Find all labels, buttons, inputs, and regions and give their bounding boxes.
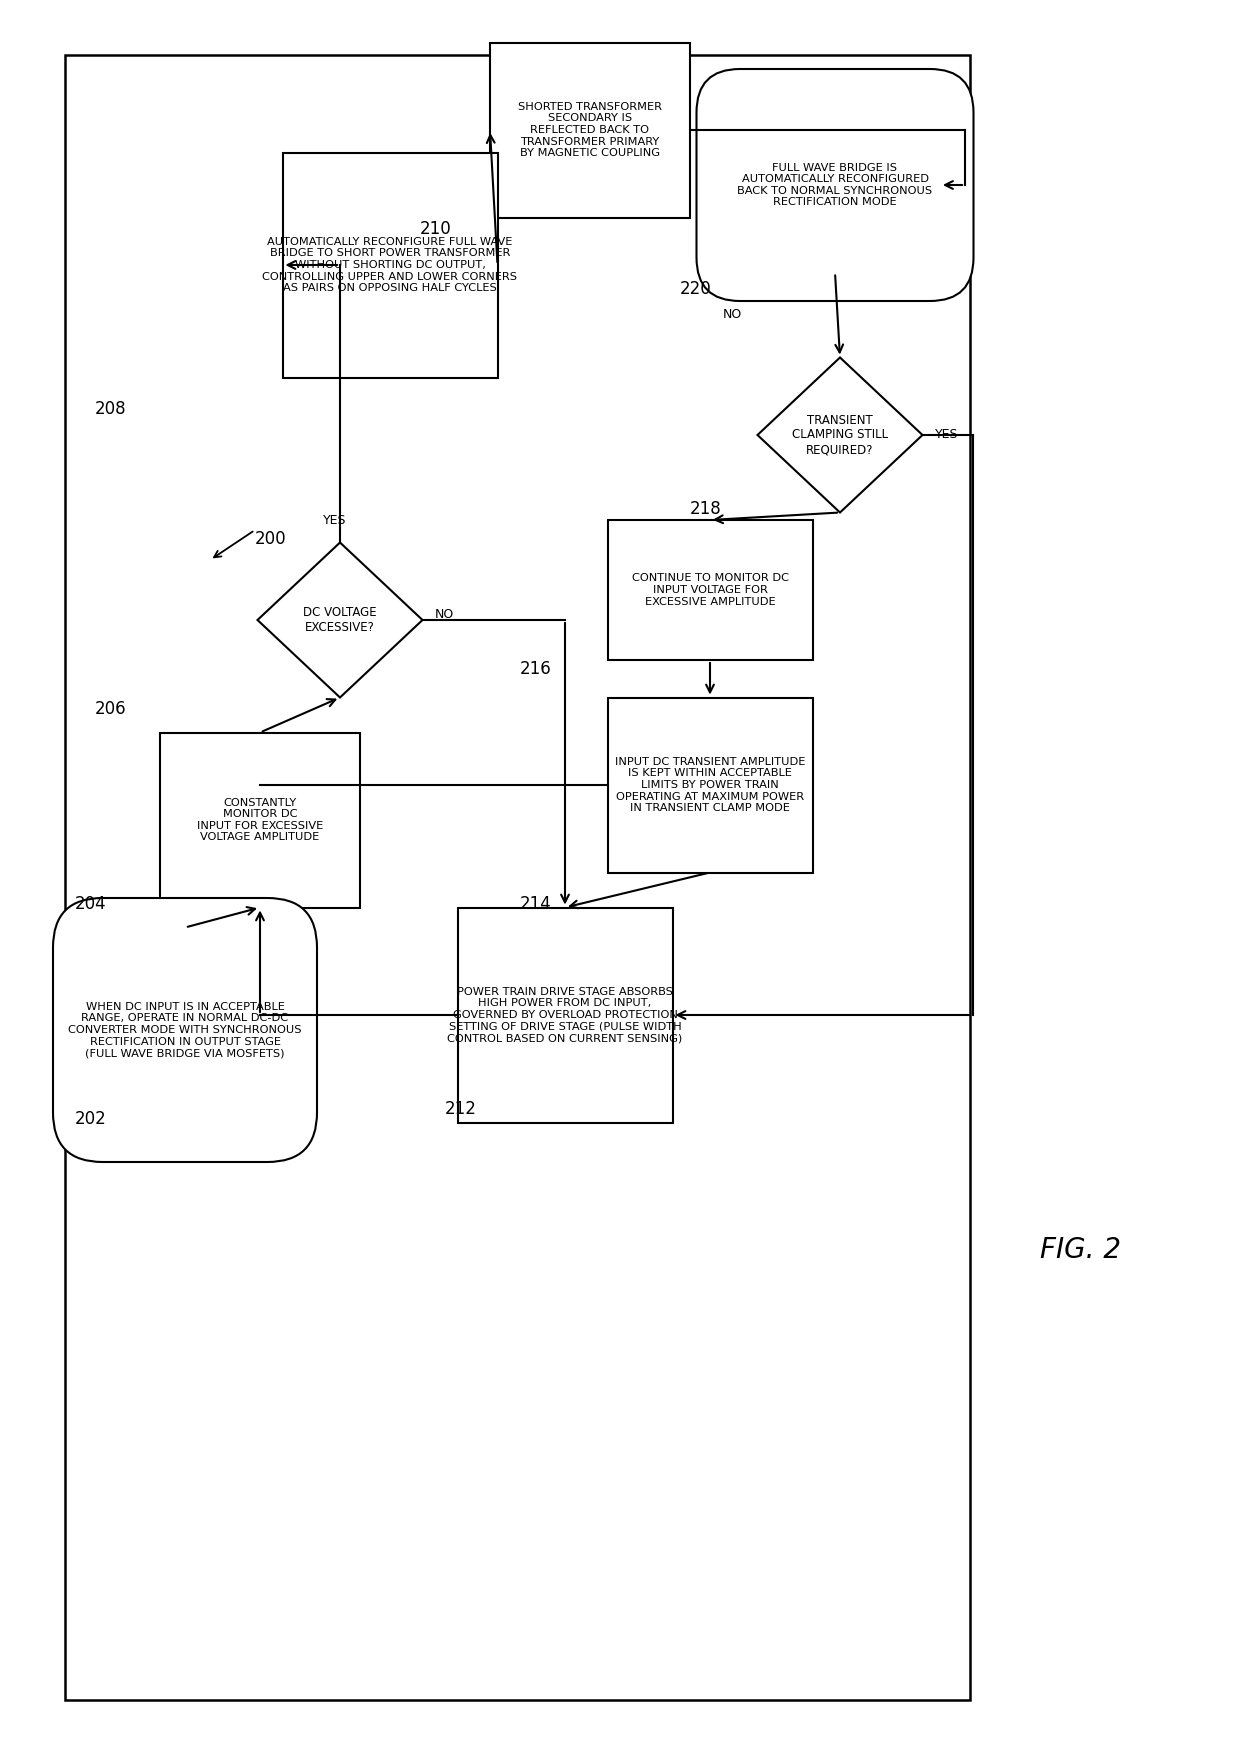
Bar — [490, 42, 689, 218]
Text: YES: YES — [324, 514, 347, 528]
Bar — [64, 55, 970, 1699]
Bar — [160, 733, 360, 907]
Text: 220: 220 — [680, 280, 712, 298]
Text: DC VOLTAGE
EXCESSIVE?: DC VOLTAGE EXCESSIVE? — [304, 606, 377, 634]
Text: POWER TRAIN DRIVE STAGE ABSORBS
HIGH POWER FROM DC INPUT,
GOVERNED BY OVERLOAD P: POWER TRAIN DRIVE STAGE ABSORBS HIGH POW… — [448, 986, 683, 1043]
Text: CONSTANTLY
MONITOR DC
INPUT FOR EXCESSIVE
VOLTAGE AMPLITUDE: CONSTANTLY MONITOR DC INPUT FOR EXCESSIV… — [197, 798, 324, 842]
Bar — [608, 519, 812, 660]
Text: 206: 206 — [95, 701, 126, 718]
Bar — [608, 697, 812, 872]
Bar — [283, 153, 497, 377]
Text: CONTINUE TO MONITOR DC
INPUT VOLTAGE FOR
EXCESSIVE AMPLITUDE: CONTINUE TO MONITOR DC INPUT VOLTAGE FOR… — [631, 574, 789, 606]
Text: AUTOMATICALLY RECONFIGURE FULL WAVE
BRIDGE TO SHORT POWER TRANSFORMER
WITHOUT SH: AUTOMATICALLY RECONFIGURE FULL WAVE BRID… — [263, 236, 517, 292]
Text: SHORTED TRANSFORMER
SECONDARY IS
REFLECTED BACK TO
TRANSFORMER PRIMARY
BY MAGNET: SHORTED TRANSFORMER SECONDARY IS REFLECT… — [518, 102, 662, 158]
Text: YES: YES — [935, 428, 959, 442]
Text: 202: 202 — [74, 1109, 107, 1129]
Text: FIG. 2: FIG. 2 — [1039, 1236, 1121, 1264]
Text: 214: 214 — [520, 895, 552, 912]
Text: WHEN DC INPUT IS IN ACCEPTABLE
RANGE, OPERATE IN NORMAL DC-DC
CONVERTER MODE WIT: WHEN DC INPUT IS IN ACCEPTABLE RANGE, OP… — [68, 1002, 301, 1058]
Polygon shape — [258, 542, 423, 697]
FancyBboxPatch shape — [53, 898, 317, 1162]
Text: 208: 208 — [95, 400, 126, 417]
Text: NO: NO — [723, 308, 743, 322]
Text: 218: 218 — [689, 500, 722, 518]
Text: 210: 210 — [420, 220, 451, 238]
Bar — [458, 907, 672, 1122]
Text: 200: 200 — [255, 530, 286, 548]
Polygon shape — [758, 357, 923, 512]
FancyBboxPatch shape — [697, 69, 973, 301]
Text: INPUT DC TRANSIENT AMPLITUDE
IS KEPT WITHIN ACCEPTABLE
LIMITS BY POWER TRAIN
OPE: INPUT DC TRANSIENT AMPLITUDE IS KEPT WIT… — [615, 757, 805, 814]
Text: TRANSIENT
CLAMPING STILL
REQUIRED?: TRANSIENT CLAMPING STILL REQUIRED? — [792, 414, 888, 456]
Text: 204: 204 — [74, 895, 107, 912]
Text: 212: 212 — [445, 1101, 477, 1118]
Text: FULL WAVE BRIDGE IS
AUTOMATICALLY RECONFIGURED
BACK TO NORMAL SYNCHRONOUS
RECTIF: FULL WAVE BRIDGE IS AUTOMATICALLY RECONF… — [738, 162, 932, 208]
Text: NO: NO — [434, 609, 454, 622]
Text: 216: 216 — [520, 660, 552, 678]
